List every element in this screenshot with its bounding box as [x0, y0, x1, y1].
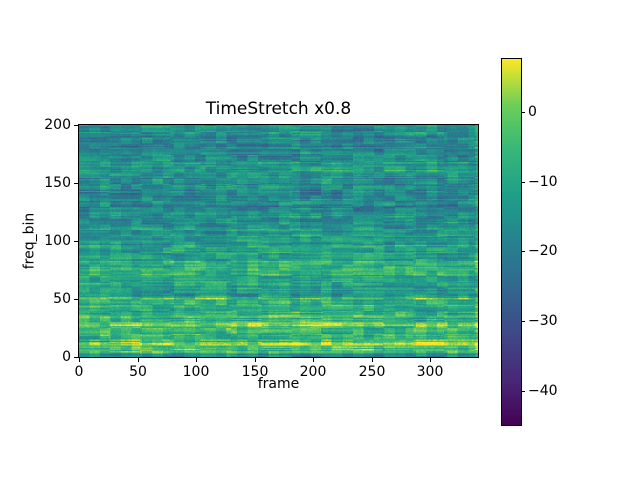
y-tick-mark	[74, 125, 78, 126]
y-tick-label: 100	[44, 233, 71, 249]
colorbar-tick-mark	[521, 321, 525, 322]
y-tick-label: 150	[44, 175, 71, 191]
y-tick-mark	[74, 299, 78, 300]
x-tick-label: 0	[74, 364, 84, 380]
colorbar	[501, 58, 522, 426]
plot-area	[78, 124, 479, 358]
y-axis-label: freq_bin	[21, 212, 38, 270]
colorbar-tick-label: −10	[528, 174, 558, 190]
y-tick-label: 50	[53, 291, 71, 307]
x-tick-mark	[196, 358, 197, 362]
colorbar-tick-label: 0	[528, 104, 537, 120]
y-tick-mark	[74, 183, 78, 184]
x-tick-mark	[79, 358, 80, 362]
y-tick-mark	[74, 241, 78, 242]
x-tick-label: 150	[241, 364, 269, 380]
colorbar-tick-label: −40	[528, 383, 558, 399]
x-tick-mark	[372, 358, 373, 362]
x-tick-label: 100	[182, 364, 210, 380]
x-tick-mark	[430, 358, 431, 362]
x-tick-mark	[138, 358, 139, 362]
colorbar-tick-mark	[521, 182, 525, 183]
x-tick-label: 250	[358, 364, 386, 380]
x-tick-label: 50	[129, 364, 147, 380]
spectrogram-heatmap	[79, 125, 478, 357]
y-tick-mark	[74, 357, 78, 358]
y-tick-label: 200	[44, 117, 71, 133]
x-axis-label: frame	[257, 376, 300, 392]
x-tick-label: 200	[299, 364, 327, 380]
y-tick-label: 0	[62, 349, 71, 365]
colorbar-tick-label: −20	[528, 243, 558, 259]
colorbar-tick-mark	[521, 251, 525, 252]
x-tick-mark	[255, 358, 256, 362]
colorbar-tick-mark	[521, 112, 525, 113]
colorbar-tick-label: −30	[528, 313, 558, 329]
colorbar-tick-mark	[521, 391, 525, 392]
x-tick-label: 300	[416, 364, 444, 380]
plot-title: TimeStretch x0.8	[205, 99, 352, 119]
x-tick-mark	[313, 358, 314, 362]
